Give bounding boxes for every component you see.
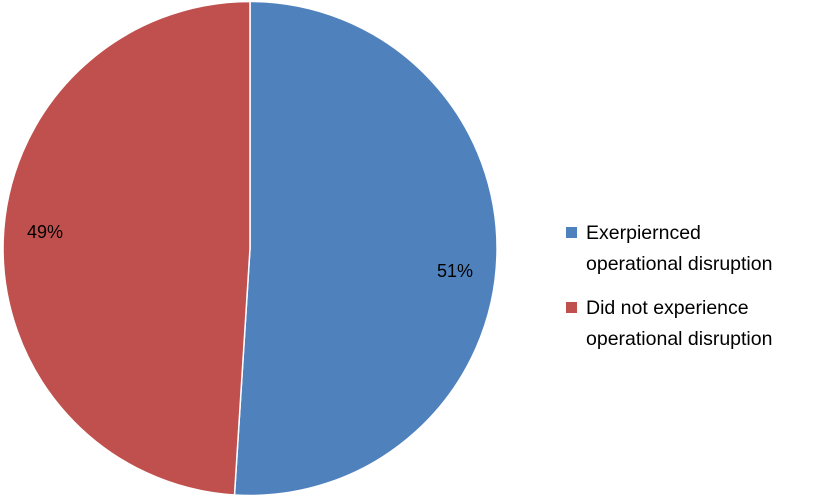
legend-swatch-2 xyxy=(566,302,577,313)
legend-label-1: Exerpiernced operational disruption xyxy=(586,222,772,275)
legend-label-1-line-2: operational disruption xyxy=(586,253,772,275)
legend-item-1: Exerpiernced operational disruption xyxy=(566,222,772,275)
data-label-2: 49% xyxy=(27,222,63,242)
legend-label-2: Did not experience operational disruption xyxy=(586,297,772,350)
pie-slice-2 xyxy=(2,0,251,496)
legend-swatch-1 xyxy=(566,227,577,238)
pie-slices xyxy=(2,0,498,497)
legend-item-2: Did not experience operational disruption xyxy=(566,297,772,350)
data-label-1: 51% xyxy=(437,261,473,281)
legend-label-2-line-1: Did not experience xyxy=(586,297,749,319)
legend-label-1-line-1: Exerpiernced xyxy=(586,222,701,244)
pie-slice-1 xyxy=(233,0,498,497)
pie-data-labels: 51% 49% xyxy=(27,222,473,281)
legend-label-2-line-2: operational disruption xyxy=(586,328,772,350)
